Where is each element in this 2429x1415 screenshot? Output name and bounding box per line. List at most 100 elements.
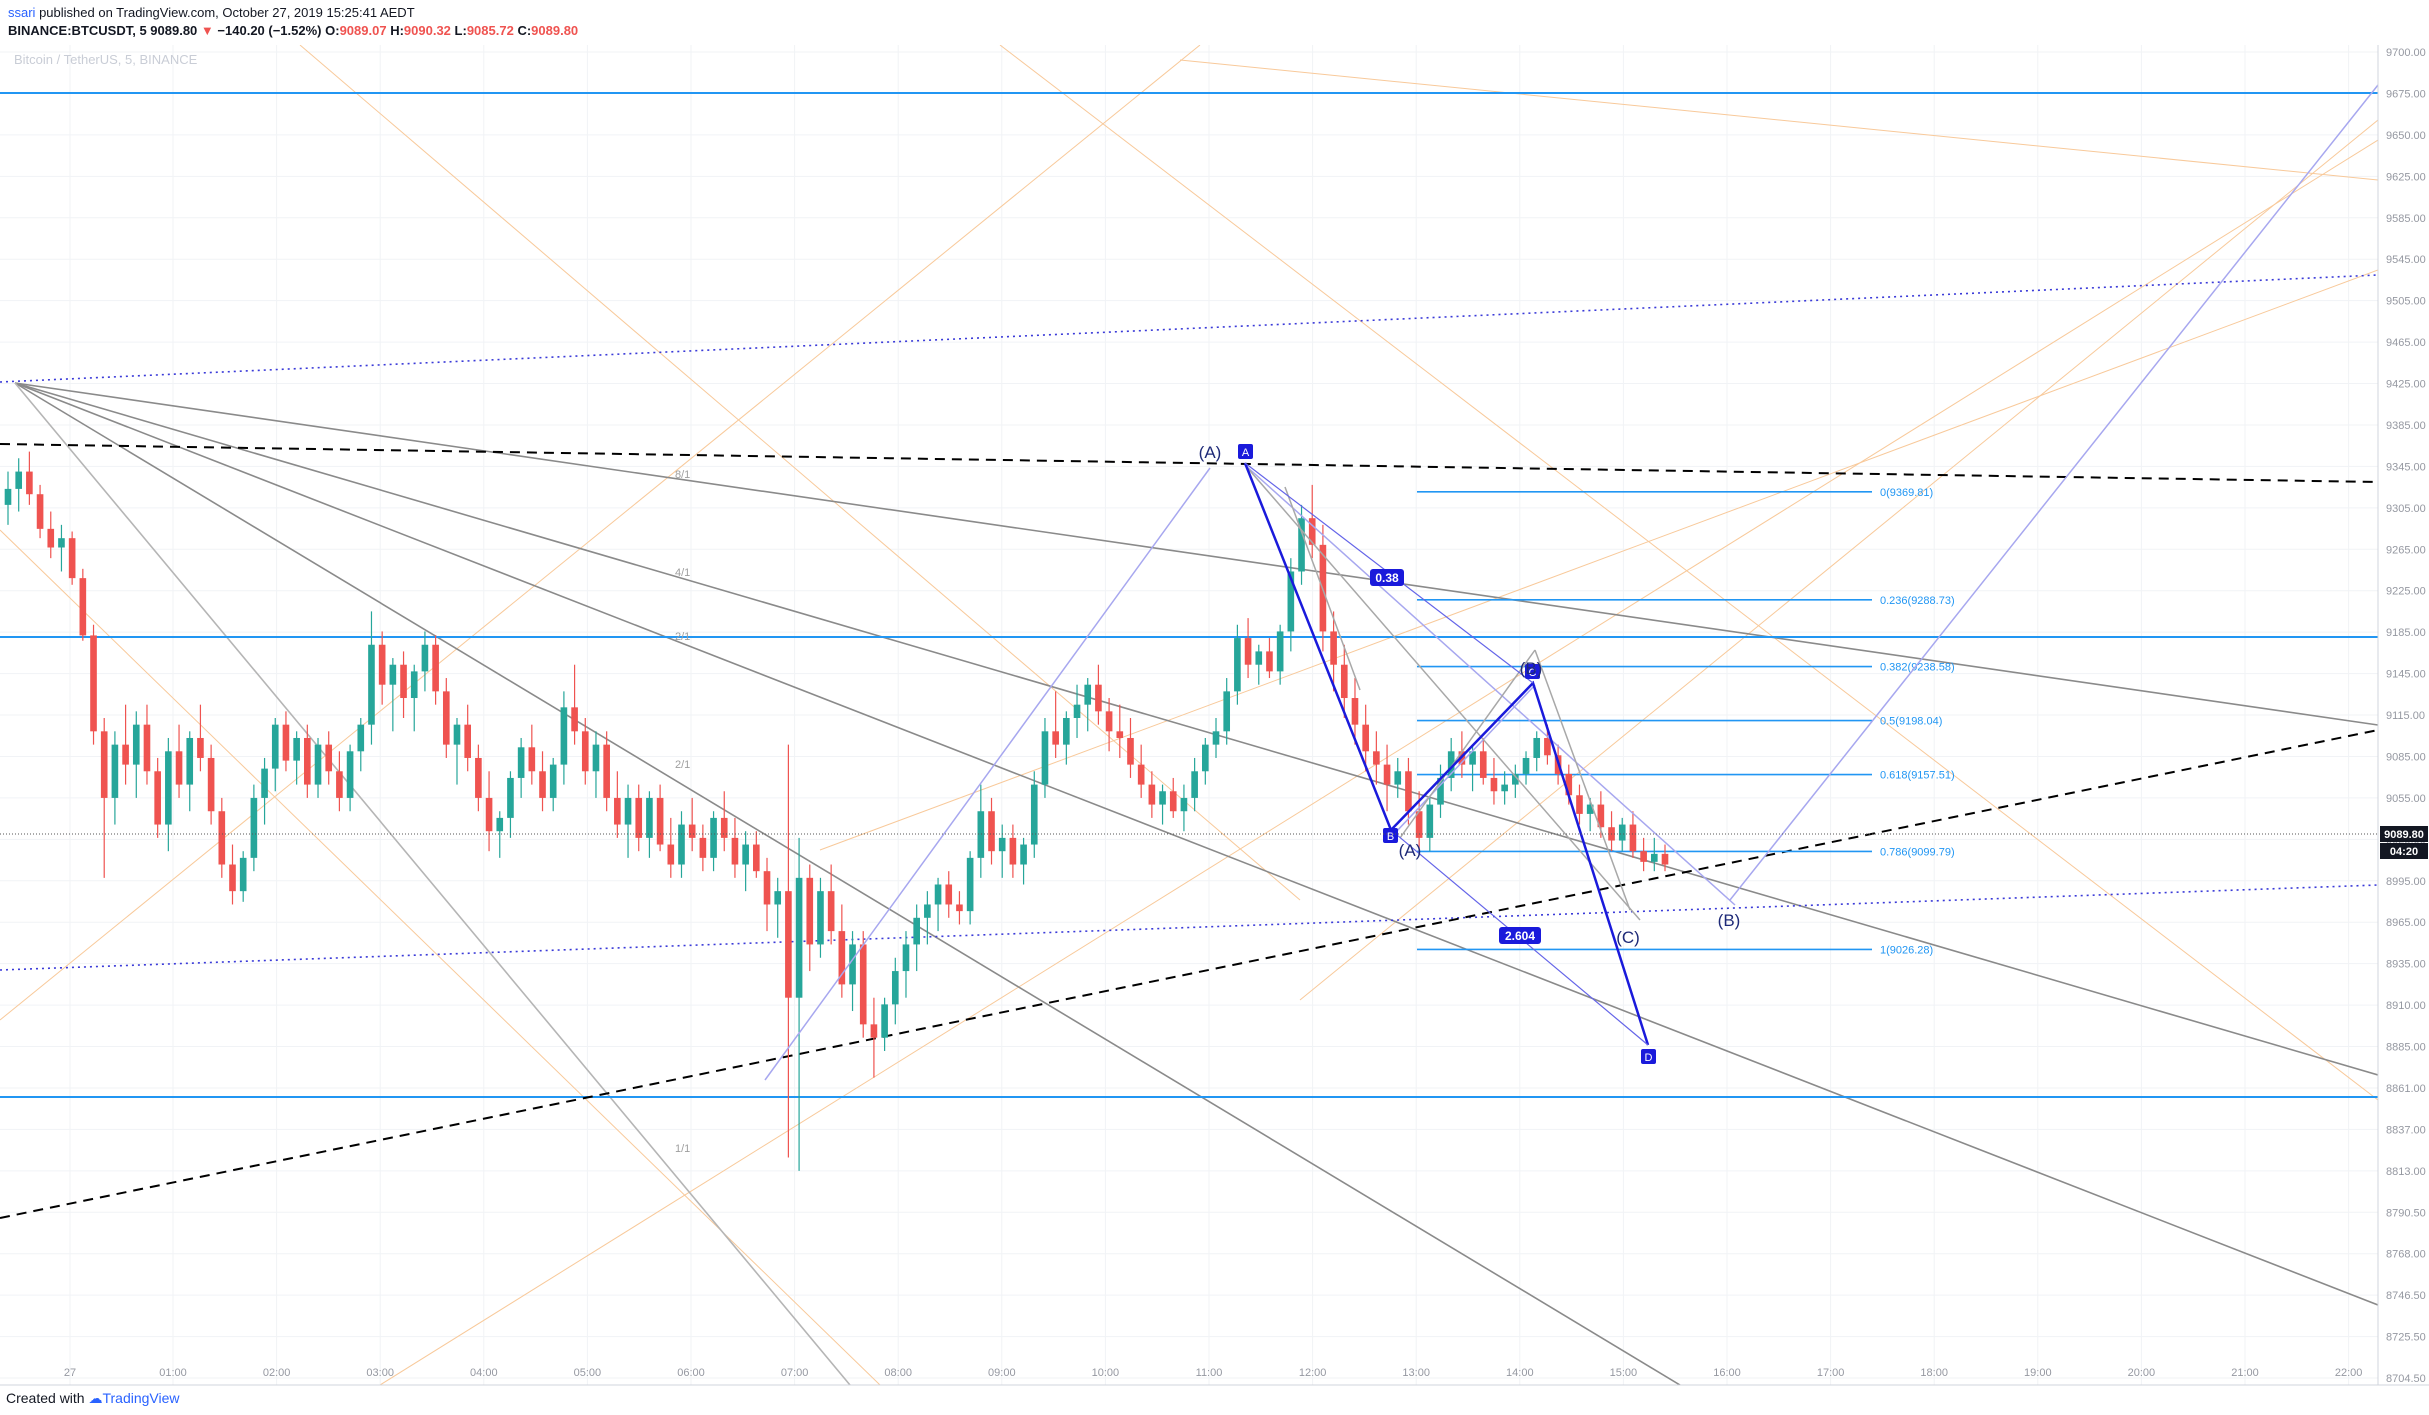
orange-fan-line — [299, 45, 1301, 901]
candle-up — [293, 737, 300, 761]
dashed-trendlines — [0, 443, 2378, 1219]
candle-down — [282, 724, 290, 761]
wave-label: (B) — [1718, 911, 1741, 930]
candle-up — [271, 724, 279, 769]
candle-down — [806, 877, 814, 945]
candle-down — [1640, 851, 1647, 862]
dotted-line-lower — [0, 884, 2378, 971]
candle-down — [175, 751, 183, 785]
tradingview-link[interactable]: TradingView — [102, 1390, 180, 1406]
candle-up — [496, 817, 504, 832]
gann-fan-line — [14, 382, 1681, 1385]
channel-line — [764, 467, 1211, 1081]
candle-down — [1116, 731, 1124, 738]
price-tick: 9225.00 — [2386, 586, 2426, 598]
candle-up — [646, 797, 653, 838]
price-tick: 9115.00 — [2386, 710, 2425, 722]
candle-down — [304, 737, 311, 785]
harmonic-point-d-box — [1641, 1049, 1656, 1064]
candle-up — [1618, 824, 1626, 841]
candle-down — [656, 797, 664, 845]
open-label: O: — [325, 23, 340, 38]
time-tick: 15:00 — [1610, 1367, 1638, 1379]
candle-up — [966, 857, 974, 912]
harmonic-point-a-box — [1238, 444, 1253, 459]
candle-down — [1544, 737, 1551, 756]
time-tick: 20:00 — [2128, 1367, 2156, 1379]
publish-line: ssari published on TradingView.com, Octo… — [8, 4, 578, 22]
time-tick: 14:00 — [1506, 1367, 1534, 1379]
candle-down — [838, 931, 846, 985]
candle-down — [464, 724, 471, 758]
gann-labels: 8/1 4/1 2/1 2/1 1/1 — [675, 469, 690, 1155]
dashed-line-support — [0, 729, 2378, 1219]
publish-info: published on TradingView.com, October 27… — [39, 5, 415, 20]
candle-down — [1576, 795, 1583, 814]
fib-retracement[interactable]: 0(9369.81) 0.236(9288.73) 0.382(9238.58) 0.… — [1417, 487, 1955, 957]
time-tick: 03:00 — [366, 1367, 394, 1379]
price-tick: 9305.00 — [2386, 503, 2426, 515]
candle-down — [720, 817, 728, 838]
harmonic-ratio-bd: 2.604 — [1505, 929, 1535, 943]
chart-watermark: Bitcoin / TetherUS, 5, BINANCE — [14, 52, 198, 67]
price-axis[interactable]: 9700.00 9675.00 9650.00 9625.00 9585.00 9545.… — [2386, 47, 2426, 1385]
wave-line — [1399, 649, 1536, 839]
gann-fan-line — [14, 382, 2378, 1306]
countdown-badge-box — [2380, 843, 2428, 859]
time-tick: 16:00 — [1713, 1367, 1741, 1379]
candle-up — [517, 747, 525, 778]
price-tick: 8935.00 — [2386, 959, 2426, 971]
price-tick: 8746.50 — [2386, 1290, 2426, 1302]
candle-down — [731, 837, 739, 865]
orange-fan-line — [999, 45, 2378, 1101]
author-link[interactable]: ssari — [8, 5, 36, 20]
candle-down — [1629, 824, 1637, 852]
candle-down — [1095, 684, 1102, 712]
symbol: BINANCE:BTCUSDT, 5 — [8, 23, 147, 38]
close-value: 9089.80 — [531, 23, 579, 38]
candle-down — [100, 731, 108, 798]
candle-up — [1041, 731, 1049, 785]
candle-down — [1415, 811, 1423, 838]
time-tick: 10:00 — [1092, 1367, 1120, 1379]
candle-up — [710, 817, 717, 858]
candle-up — [507, 777, 514, 818]
candle-down — [1490, 777, 1498, 792]
wave-label: (B) — [1520, 659, 1543, 678]
price-tick: 8790.50 — [2386, 1207, 2426, 1219]
price-tick: 9675.00 — [2386, 88, 2426, 100]
candle-down — [325, 744, 333, 772]
price-tick: 9625.00 — [2386, 171, 2426, 183]
candle-down — [1661, 853, 1669, 865]
candle-down — [1597, 804, 1605, 828]
fib-level-label: 0.236(9288.73) — [1880, 595, 1955, 607]
candle-down — [336, 771, 343, 798]
price-tick: 8995.00 — [2386, 876, 2426, 888]
harmonic-path — [1243, 462, 1650, 1046]
wave-label: (A) — [1399, 841, 1422, 860]
candle-down — [79, 578, 87, 636]
candle-up — [549, 764, 557, 798]
orange-fan-line — [1299, 119, 2378, 1001]
candle-down — [1405, 771, 1412, 812]
time-axis[interactable]: 27 01:00 02:00 03:00 04:00 05:00 06:00 07:00 08:… — [64, 1367, 2362, 1379]
harmonic-point-c: C — [1529, 667, 1537, 679]
high-label: H: — [390, 23, 404, 38]
low-label: L: — [454, 23, 467, 38]
candle-down — [442, 691, 450, 745]
candle-down — [1373, 751, 1380, 765]
candle-down — [432, 644, 439, 692]
channel-lines — [764, 84, 2378, 1081]
candle-up — [357, 724, 365, 752]
candle-down — [753, 844, 760, 872]
gann-fan-line — [14, 382, 851, 1385]
candle-up — [1234, 638, 1241, 692]
price-tick: 8813.00 — [2386, 1166, 2426, 1178]
wave-line — [1244, 464, 1641, 921]
candle-down — [90, 635, 97, 732]
price-tick: 9465.00 — [2386, 337, 2426, 349]
fib-level-label: 0.382(9238.58) — [1880, 662, 1955, 674]
harmonic-pattern[interactable] — [1243, 462, 1650, 1046]
candle-up — [592, 744, 600, 772]
